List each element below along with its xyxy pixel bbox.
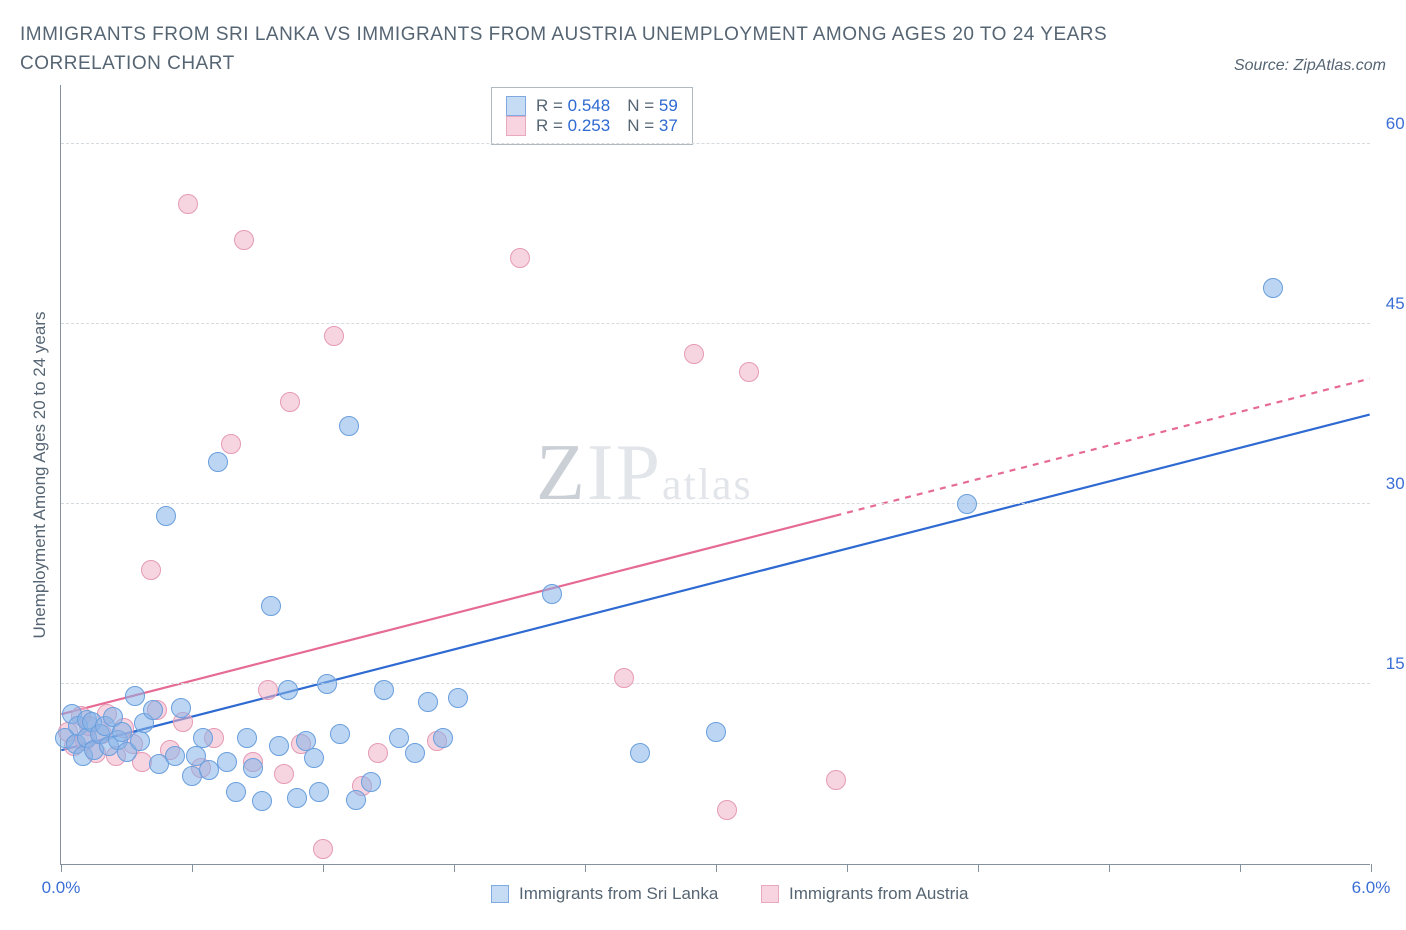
y-tick-label: 60.0% bbox=[1386, 114, 1406, 134]
gridline bbox=[61, 683, 1370, 684]
source-attribution: Source: ZipAtlas.com bbox=[1234, 57, 1386, 75]
y-axis-label-wrap: Unemployment Among Ages 20 to 24 years bbox=[20, 85, 60, 865]
stats-legend-row: R = 0.253 N = 37 bbox=[506, 116, 678, 136]
scatter-marker-srilanka bbox=[361, 772, 381, 792]
x-tick bbox=[585, 864, 586, 872]
plot-row: Unemployment Among Ages 20 to 24 years Z… bbox=[20, 85, 1386, 865]
scatter-marker-austria bbox=[826, 770, 846, 790]
scatter-marker-srilanka bbox=[171, 698, 191, 718]
scatter-marker-srilanka bbox=[193, 728, 213, 748]
x-tick bbox=[61, 864, 62, 872]
scatter-marker-austria bbox=[141, 560, 161, 580]
scatter-marker-srilanka bbox=[287, 788, 307, 808]
scatter-marker-srilanka bbox=[405, 743, 425, 763]
scatter-marker-srilanka bbox=[278, 680, 298, 700]
y-tick-label: 45.0% bbox=[1386, 294, 1406, 314]
scatter-marker-srilanka bbox=[165, 746, 185, 766]
scatter-marker-srilanka bbox=[389, 728, 409, 748]
plot-area: ZIPatlas R = 0.548 N = 59R = 0.253 N = 3… bbox=[60, 85, 1370, 865]
scatter-marker-srilanka bbox=[304, 748, 324, 768]
gridline bbox=[61, 323, 1370, 324]
scatter-marker-srilanka bbox=[706, 722, 726, 742]
trendlines bbox=[61, 85, 1370, 864]
x-tick bbox=[323, 864, 324, 872]
scatter-marker-srilanka bbox=[374, 680, 394, 700]
gridline bbox=[61, 503, 1370, 504]
legend-stat-text: R = 0.253 N = 37 bbox=[536, 116, 678, 136]
scatter-marker-austria bbox=[258, 680, 278, 700]
scatter-marker-srilanka bbox=[309, 782, 329, 802]
scatter-marker-srilanka bbox=[542, 584, 562, 604]
stats-legend: R = 0.548 N = 59R = 0.253 N = 37 bbox=[491, 87, 693, 145]
scatter-marker-srilanka bbox=[448, 688, 468, 708]
x-tick-label: 0.0% bbox=[42, 878, 81, 898]
x-tick bbox=[716, 864, 717, 872]
scatter-marker-srilanka bbox=[269, 736, 289, 756]
scatter-marker-srilanka bbox=[217, 752, 237, 772]
y-tick-label: 30.0% bbox=[1386, 474, 1406, 494]
scatter-marker-austria bbox=[274, 764, 294, 784]
x-tick bbox=[1240, 864, 1241, 872]
correlation-chart: IMMIGRANTS FROM SRI LANKA VS IMMIGRANTS … bbox=[20, 20, 1386, 865]
legend-label: Immigrants from Sri Lanka bbox=[519, 884, 718, 904]
scatter-marker-srilanka bbox=[143, 700, 163, 720]
scatter-marker-austria bbox=[280, 392, 300, 412]
scatter-marker-srilanka bbox=[261, 596, 281, 616]
scatter-marker-srilanka bbox=[1263, 278, 1283, 298]
x-tick bbox=[978, 864, 979, 872]
scatter-marker-srilanka bbox=[125, 686, 145, 706]
scatter-marker-austria bbox=[717, 800, 737, 820]
scatter-marker-srilanka bbox=[630, 743, 650, 763]
x-tick-label: 6.0% bbox=[1352, 878, 1391, 898]
y-tick-label: 15.0% bbox=[1386, 654, 1406, 674]
scatter-marker-srilanka bbox=[339, 416, 359, 436]
x-tick bbox=[192, 864, 193, 872]
scatter-marker-srilanka bbox=[156, 506, 176, 526]
bottom-legend-item: Immigrants from Austria bbox=[761, 884, 969, 904]
title-row: IMMIGRANTS FROM SRI LANKA VS IMMIGRANTS … bbox=[20, 20, 1386, 79]
legend-swatch-icon bbox=[761, 885, 779, 903]
scatter-marker-srilanka bbox=[346, 790, 366, 810]
legend-swatch-icon bbox=[491, 885, 509, 903]
scatter-marker-austria bbox=[614, 668, 634, 688]
scatter-marker-austria bbox=[684, 344, 704, 364]
scatter-marker-austria bbox=[510, 248, 530, 268]
scatter-marker-srilanka bbox=[957, 494, 977, 514]
scatter-marker-srilanka bbox=[252, 791, 272, 811]
scatter-marker-srilanka bbox=[243, 758, 263, 778]
scatter-marker-srilanka bbox=[130, 731, 150, 751]
legend-swatch-icon bbox=[506, 96, 526, 116]
chart-title: IMMIGRANTS FROM SRI LANKA VS IMMIGRANTS … bbox=[20, 20, 1120, 79]
scatter-marker-srilanka bbox=[237, 728, 257, 748]
x-tick bbox=[1371, 864, 1372, 872]
scatter-marker-austria bbox=[234, 230, 254, 250]
stats-legend-row: R = 0.548 N = 59 bbox=[506, 96, 678, 116]
svg-text:ZIPatlas: ZIPatlas bbox=[536, 429, 753, 517]
y-axis-label: Unemployment Among Ages 20 to 24 years bbox=[30, 311, 50, 638]
bottom-legend-item: Immigrants from Sri Lanka bbox=[491, 884, 718, 904]
scatter-marker-srilanka bbox=[226, 782, 246, 802]
x-tick bbox=[1109, 864, 1110, 872]
scatter-marker-srilanka bbox=[418, 692, 438, 712]
legend-swatch-icon bbox=[506, 116, 526, 136]
scatter-marker-srilanka bbox=[208, 452, 228, 472]
scatter-marker-srilanka bbox=[330, 724, 350, 744]
x-tick bbox=[454, 864, 455, 872]
scatter-marker-austria bbox=[368, 743, 388, 763]
scatter-marker-austria bbox=[178, 194, 198, 214]
x-tick bbox=[847, 864, 848, 872]
scatter-marker-austria bbox=[324, 326, 344, 346]
scatter-marker-austria bbox=[313, 839, 333, 859]
watermark: ZIPatlas bbox=[536, 429, 896, 519]
legend-stat-text: R = 0.548 N = 59 bbox=[536, 96, 678, 116]
scatter-marker-srilanka bbox=[317, 674, 337, 694]
scatter-marker-srilanka bbox=[433, 728, 453, 748]
scatter-marker-austria bbox=[221, 434, 241, 454]
scatter-marker-austria bbox=[739, 362, 759, 382]
gridline bbox=[61, 143, 1370, 144]
legend-label: Immigrants from Austria bbox=[789, 884, 969, 904]
